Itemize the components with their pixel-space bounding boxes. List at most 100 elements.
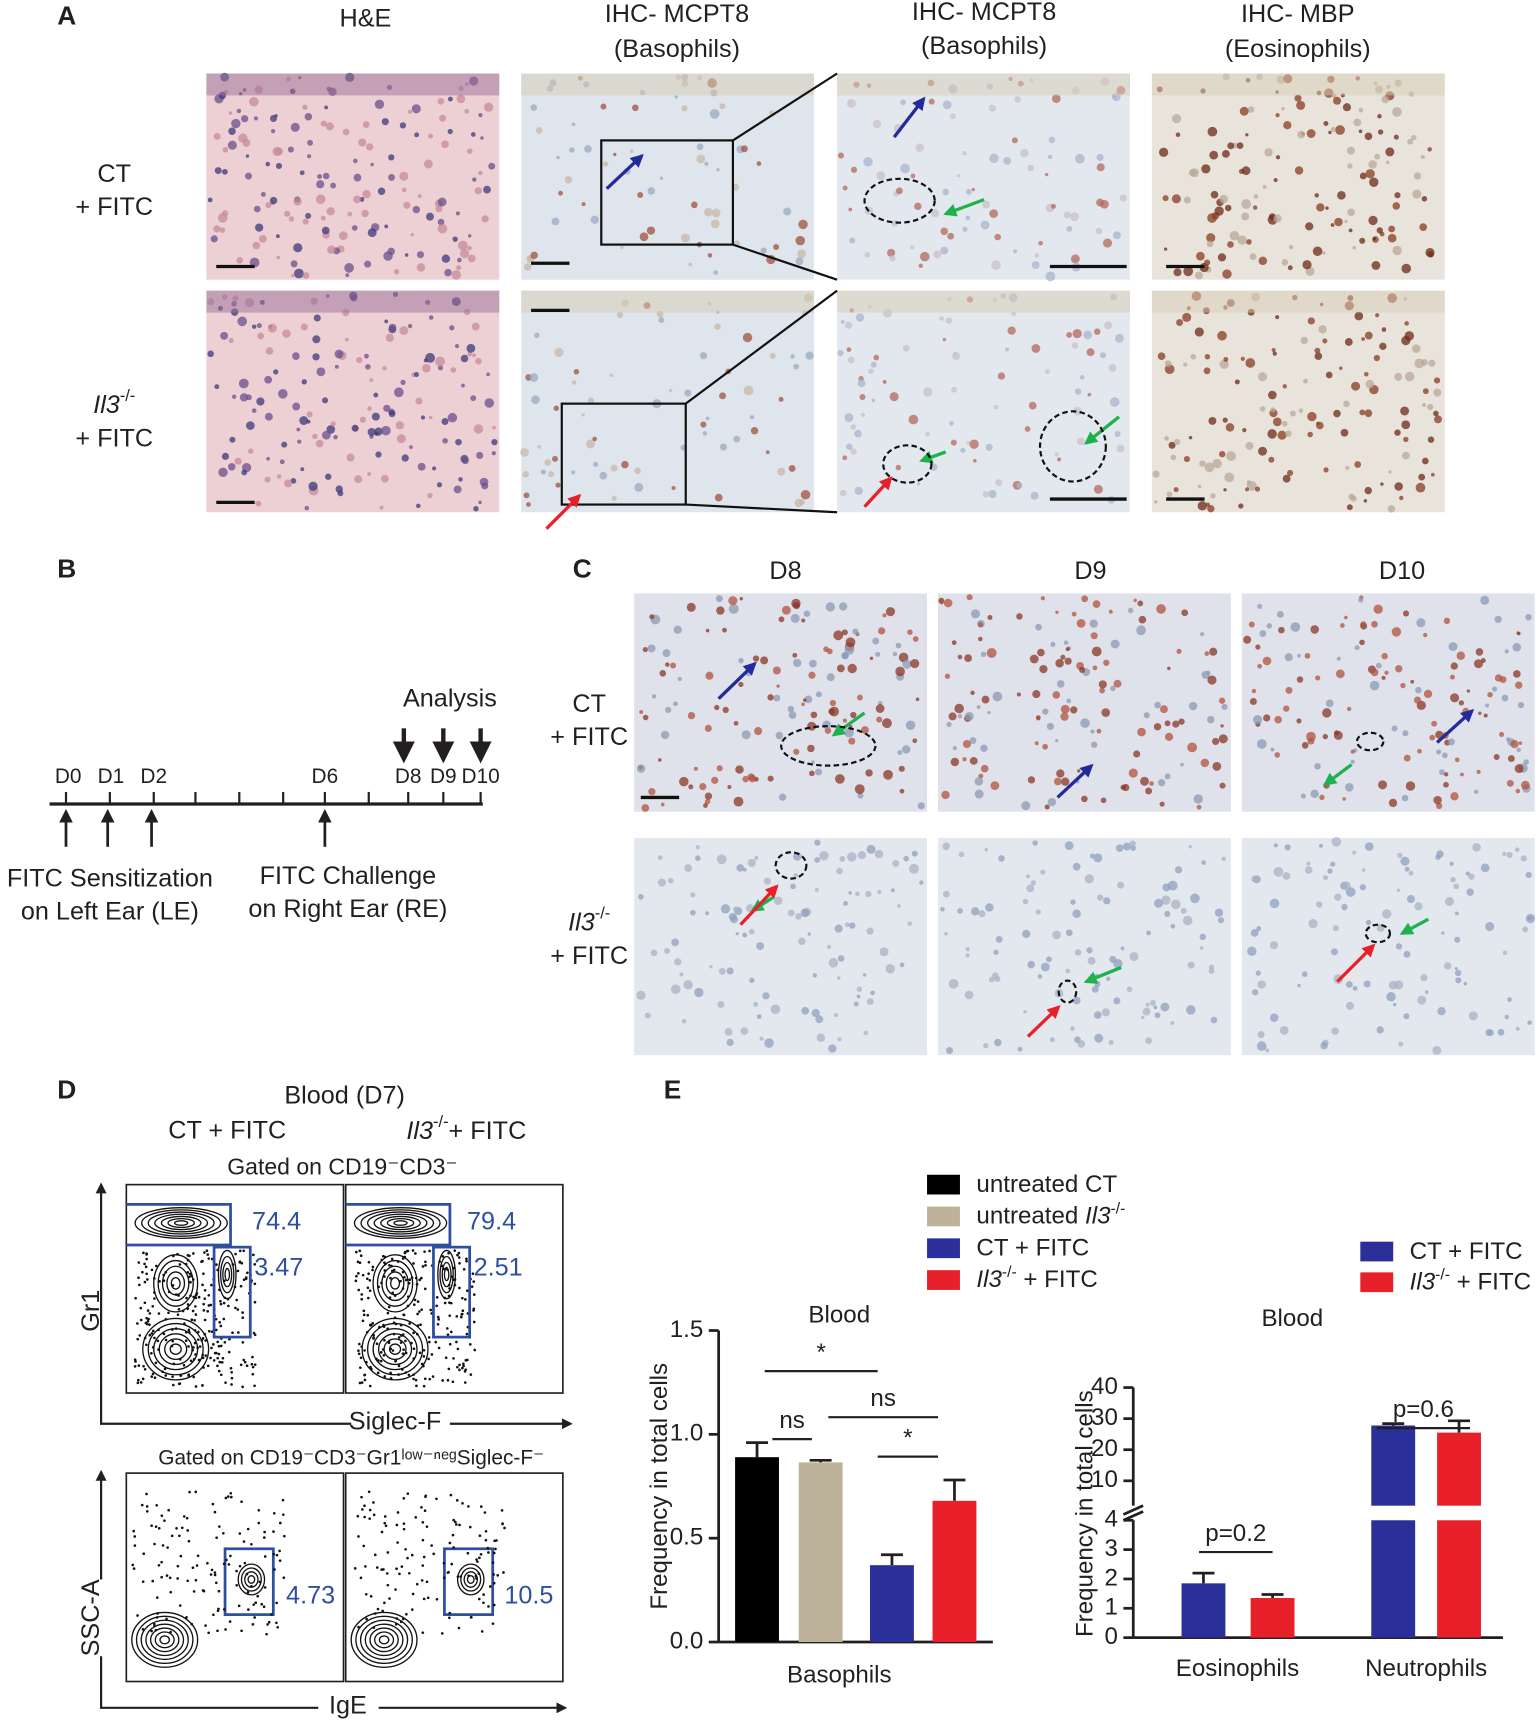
event (206, 1561, 209, 1565)
event (359, 1576, 363, 1580)
cell (1080, 718, 1090, 728)
cell (1402, 610, 1410, 617)
event (426, 1596, 430, 1600)
event (372, 1513, 376, 1517)
event (146, 1309, 150, 1312)
event (501, 1522, 504, 1526)
cell (1074, 388, 1082, 395)
cell (275, 162, 283, 170)
cell (865, 769, 873, 777)
cell (425, 212, 434, 221)
cell (1023, 1010, 1027, 1014)
cell (287, 146, 294, 153)
event (211, 1502, 215, 1506)
event (422, 1348, 426, 1352)
cell (241, 115, 249, 123)
event (449, 1330, 453, 1334)
cell (962, 757, 967, 762)
cell (684, 389, 692, 397)
cell (1133, 598, 1137, 603)
cell (587, 397, 595, 405)
cell (269, 196, 278, 205)
event (472, 1293, 476, 1296)
column-header: IHC- MCPT8 (912, 0, 1056, 26)
cell (1238, 503, 1244, 509)
cell (1066, 698, 1072, 704)
bar (1437, 1520, 1481, 1638)
y-axis-label: Frequency in total cells (646, 1363, 673, 1610)
event (436, 1315, 440, 1319)
zoom-line (732, 243, 838, 281)
cell (1117, 881, 1125, 889)
cell (730, 915, 738, 924)
cell (248, 448, 254, 454)
event (435, 1597, 439, 1601)
cell (227, 140, 237, 150)
cell (969, 756, 978, 765)
cell (1376, 227, 1383, 234)
cell (1522, 926, 1529, 933)
cell (1365, 169, 1375, 179)
cell (986, 647, 997, 658)
cell (1044, 369, 1051, 375)
cell (1031, 344, 1041, 353)
cell (850, 424, 856, 430)
cell (1314, 347, 1321, 354)
event (397, 1336, 401, 1339)
cell (1466, 888, 1474, 896)
cell (393, 269, 400, 275)
cell (1063, 640, 1069, 645)
cell (467, 351, 473, 357)
cell (276, 474, 282, 479)
cell (958, 851, 965, 858)
event (424, 1260, 427, 1264)
cell (638, 894, 644, 900)
contour (386, 1217, 415, 1229)
cell (1396, 888, 1401, 892)
event (229, 1554, 232, 1558)
event (406, 1556, 409, 1560)
cell (1222, 150, 1230, 158)
cell (1373, 354, 1381, 362)
event (389, 1276, 392, 1280)
cell (409, 445, 413, 449)
panel-label: A (57, 1, 76, 31)
cell (1285, 430, 1292, 438)
event (138, 1283, 141, 1287)
cell (388, 173, 395, 181)
cell (236, 108, 242, 114)
cell (1154, 701, 1161, 709)
bar (1371, 1520, 1416, 1638)
event (405, 1612, 408, 1616)
cell (804, 695, 813, 704)
day-label: D0 (55, 765, 82, 788)
event (265, 1632, 268, 1636)
cell (435, 356, 446, 367)
cell (481, 215, 489, 223)
cell (1100, 797, 1107, 804)
cell (535, 127, 543, 134)
cell (808, 671, 816, 679)
event (354, 1279, 358, 1283)
event (151, 1579, 155, 1583)
cell (321, 226, 330, 235)
cell (1226, 451, 1237, 462)
cell (1032, 840, 1038, 846)
event (461, 1309, 465, 1313)
bar (1371, 1425, 1416, 1506)
cell (890, 888, 895, 893)
cell (1400, 406, 1410, 416)
cell (944, 931, 948, 936)
event (185, 1296, 188, 1300)
axis-arrow (100, 1656, 319, 1709)
cell (679, 972, 684, 977)
column-header: D9 (1074, 557, 1106, 585)
cell (1281, 107, 1285, 111)
cell (1052, 691, 1061, 699)
cell (1485, 703, 1490, 708)
cell (1345, 465, 1350, 470)
event (266, 1623, 269, 1626)
event (358, 1261, 362, 1265)
cell (1316, 421, 1324, 430)
micrograph (938, 838, 1231, 1056)
